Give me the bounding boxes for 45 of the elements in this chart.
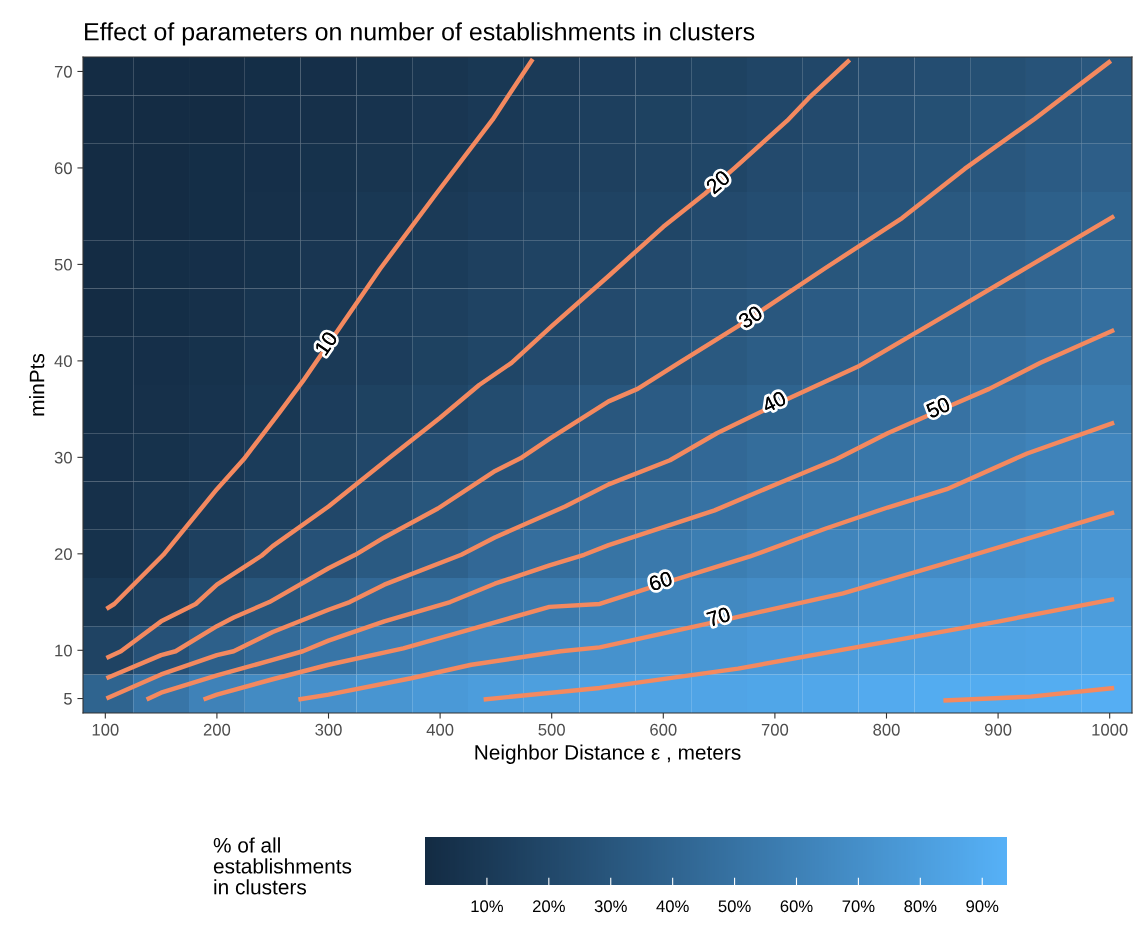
x-axis-title: Neighbor Distance ε , meters [475,744,741,764]
annotation: 10 [314,330,339,356]
y-tick-label: 50 [54,258,72,271]
y-tick-label: 70 [54,65,72,78]
x-tick-label: 200 [203,723,231,736]
y-tick-label: 40 [54,355,72,368]
color-bar-label: 60% [780,900,813,913]
x-tick-label: 700 [761,723,789,736]
x-tick-label: 600 [650,723,677,736]
annotation: 50 [925,396,952,419]
color-bar-label: 70% [842,900,875,913]
x-tick-label: 500 [538,723,565,736]
chart-title: Effect of parameters on number of establishments in clusters [85,22,755,46]
line-series [144,327,1117,702]
x-tick-label: 800 [873,723,900,736]
y-axis-title: minPts [29,353,45,416]
color-bar-label: 10% [471,900,503,913]
line-series [104,213,1117,701]
line-series [104,57,852,661]
y-tick-label: 20 [54,548,72,561]
y-tick-label: 60 [54,162,72,175]
line-series [104,57,535,612]
x-tick-label: 900 [984,723,1012,736]
y-tick-label: 30 [54,451,72,464]
color-bar-label: 40% [656,900,689,913]
annotation: 30 [737,304,764,330]
annotation: 60 [648,570,674,592]
x-tick-label: 300 [315,723,342,736]
annotation: 20 [705,169,731,195]
color-bar-label: 50% [718,900,751,913]
y-tick-label: 5 [63,693,72,705]
color-bar-label: 80% [904,900,937,913]
line-series [481,596,1117,702]
color-bar-label: 90% [966,900,999,913]
color-bar-title: % of all establishments in clusters [213,837,352,895]
color-bar-label: 30% [594,900,627,913]
annotation: 40 [760,390,788,414]
annotation: 70 [706,606,732,627]
color-bar-label: 20% [532,900,565,913]
line-series [201,420,1117,702]
x-tick-label: 1000 [1092,723,1128,736]
x-tick-label: 100 [92,723,119,736]
y-tick-label: 10 [55,644,72,657]
x-tick-label: 400 [426,723,454,736]
line-series [296,510,1117,702]
